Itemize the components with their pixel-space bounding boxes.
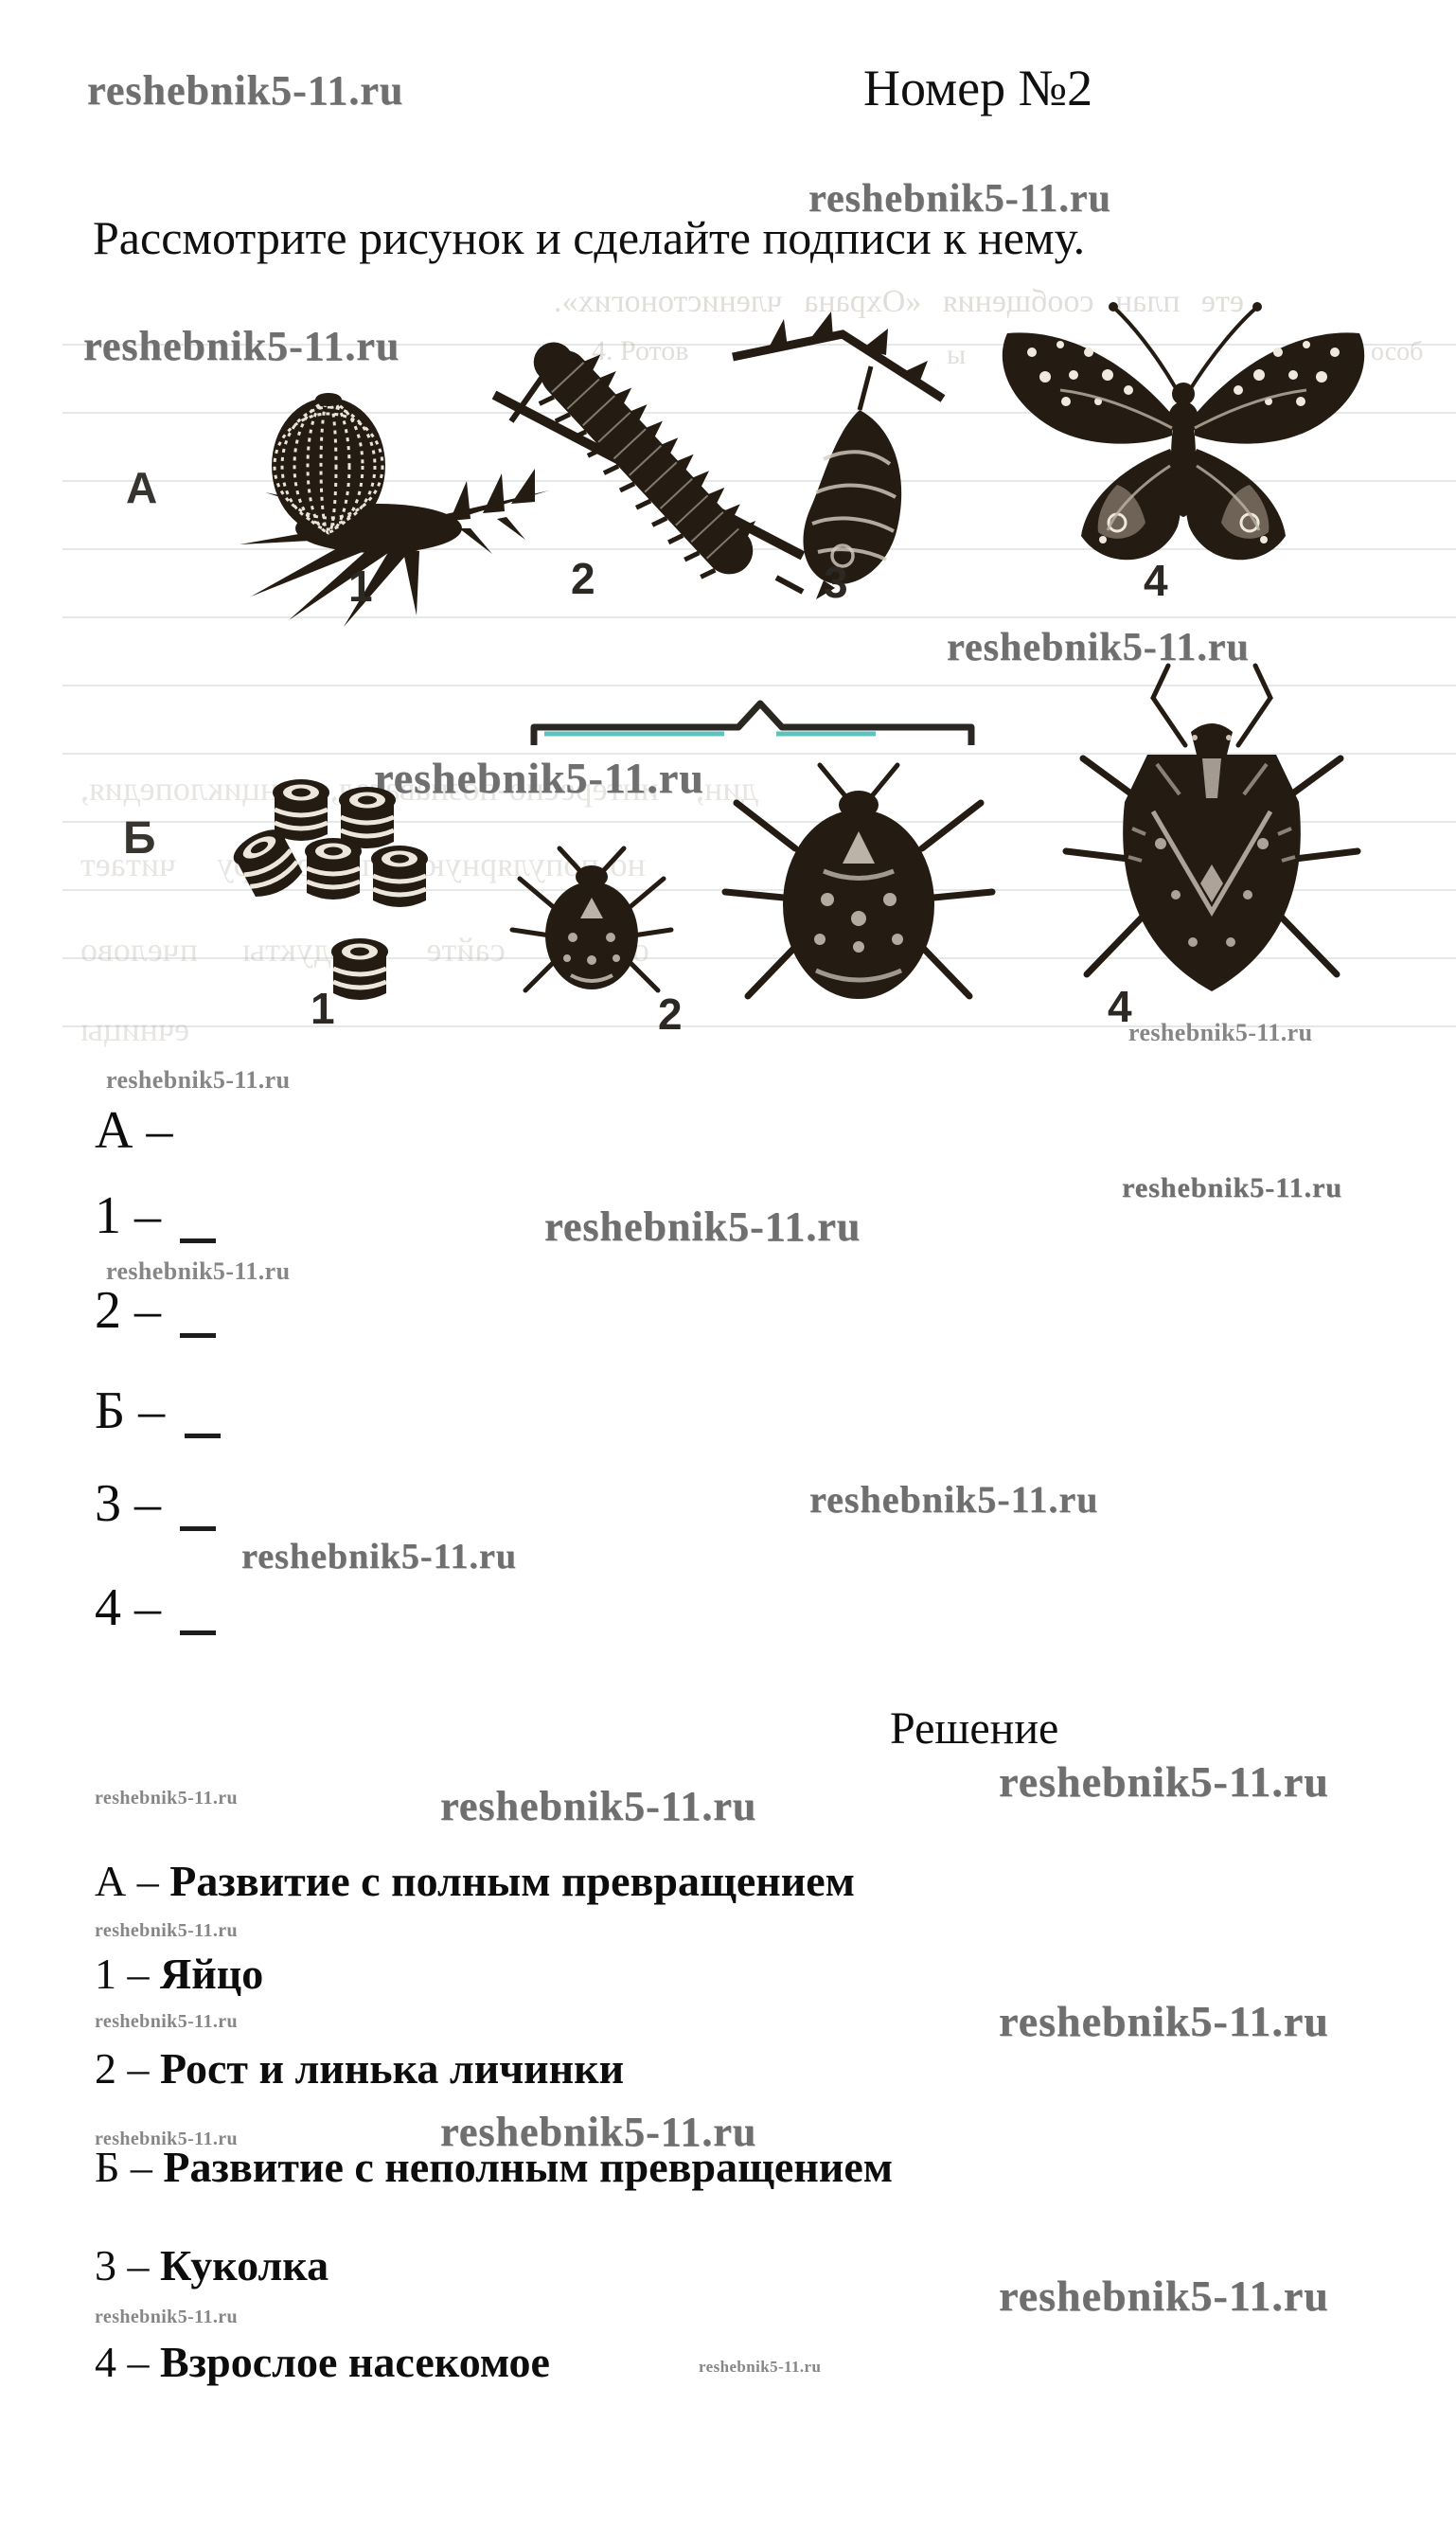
- watermark-text: reshebnik5-11.ru: [440, 2109, 757, 2155]
- bleedthrough-text: ечницы: [80, 1010, 190, 1048]
- blank-row-a: А –: [95, 1101, 173, 1160]
- egg-on-leaf-icon: [240, 393, 549, 627]
- egg-cluster-icon: [233, 779, 428, 1000]
- solution-line-2: 2 – Рост и линька личинки: [95, 2043, 624, 2093]
- solution-answer: Развитие с полным превращением: [169, 1857, 855, 1905]
- watermark-text: reshebnik5-11.ru: [95, 2129, 239, 2149]
- solution-label: Б –: [95, 2143, 164, 2191]
- blank-row-1: 1 –: [95, 1186, 161, 1245]
- solution-label: 2 –: [95, 2044, 160, 2093]
- blank-underscore: [180, 1630, 216, 1635]
- watermark-text: reshebnik5-11.ru: [95, 1920, 239, 1941]
- nymph-large-icon: [721, 762, 996, 1000]
- solution-answer: Куколка: [160, 2241, 329, 2289]
- blank-row-2: 2 –: [95, 1281, 161, 1340]
- page-title: Номер №2: [863, 60, 1093, 116]
- watermark-text: reshebnik5-11.ru: [699, 2358, 822, 2376]
- blank-row-b: Б –: [95, 1381, 166, 1440]
- stage-number: 4: [1144, 556, 1168, 605]
- stage-number: 3: [824, 558, 848, 607]
- solution-label: 4 –: [95, 2338, 160, 2386]
- watermark-text: reshebnik5-11.ru: [999, 1997, 1329, 2045]
- solution-line-1: 1 – Яйцо: [95, 1949, 263, 1999]
- watermark-text: reshebnik5-11.ru: [241, 1537, 517, 1577]
- butterfly-icon: [1002, 302, 1365, 561]
- solution-answer: Взрослое насекомое: [160, 2338, 550, 2386]
- blank-underscore: [180, 1238, 216, 1243]
- watermark-text: reshebnik5-11.ru: [83, 323, 400, 369]
- solution-label: 3 –: [95, 2241, 160, 2289]
- watermark-text: reshebnik5-11.ru: [106, 1257, 291, 1285]
- instruction-text: Рассмотрите рисунок и сделайте подписи к…: [93, 211, 1086, 264]
- solution-answer: Яйцо: [160, 1950, 264, 1998]
- pupa-icon: [732, 312, 946, 599]
- figure-row-a-label: А: [126, 463, 158, 512]
- bleedthrough-text: особ: [1371, 337, 1424, 366]
- watermark-text: reshebnik5-11.ru: [544, 1203, 861, 1250]
- watermark-text: reshebnik5-11.ru: [374, 754, 704, 802]
- blank-row-4: 4 –: [95, 1578, 161, 1637]
- watermark-text: reshebnik5-11.ru: [947, 626, 1250, 669]
- figure-row-b-label: Б: [123, 813, 156, 864]
- stage-number: 1: [348, 561, 373, 611]
- solution-line-a: А – Развитие с полным превращением: [95, 1856, 855, 1906]
- watermark-text: reshebnik5-11.ru: [95, 1788, 239, 1808]
- blank-underscore: [180, 1333, 216, 1338]
- watermark-text: reshebnik5-11.ru: [106, 1066, 291, 1094]
- grouping-bracket: [530, 700, 975, 745]
- watermark-text: reshebnik5-11.ru: [1122, 1172, 1342, 1203]
- watermark-text: reshebnik5-11.ru: [1128, 1019, 1313, 1046]
- watermark-text: reshebnik5-11.ru: [999, 2272, 1329, 2320]
- solution-label: А –: [95, 1857, 170, 1905]
- watermark-text: reshebnik5-11.ru: [95, 2011, 239, 2032]
- solution-heading: Решение: [890, 1703, 1059, 1754]
- stage-number: 2: [571, 554, 595, 603]
- watermark-text: reshebnik5-11.ru: [809, 1478, 1099, 1521]
- stage-number: 4: [1108, 982, 1132, 1031]
- stage-number: 2: [658, 989, 683, 1039]
- caterpillar-icon: [492, 342, 805, 595]
- blank-row-3: 3 –: [95, 1474, 161, 1533]
- watermark-text: reshebnik5-11.ru: [87, 67, 404, 114]
- solution-label: 1 –: [95, 1950, 160, 1998]
- blank-underscore: [180, 1526, 216, 1531]
- solution-answer: Рост и линька личинки: [160, 2044, 625, 2093]
- solution-line-3: 3 – Куколка: [95, 2240, 328, 2290]
- stage-number: 1: [311, 984, 335, 1033]
- solution-answer: Развитие с неполным превращением: [163, 2143, 894, 2191]
- blank-underscore: [185, 1434, 221, 1438]
- bleedthrough-text: ы: [947, 339, 967, 370]
- nymph-small-icon: [509, 846, 674, 993]
- bleedthrough-text: 4. Ротов: [592, 335, 689, 366]
- solution-line-b: Б – Развитие с неполным превращением: [95, 2142, 893, 2192]
- watermark-text: reshebnik5-11.ru: [999, 1757, 1329, 1806]
- watermark-text: reshebnik5-11.ru: [440, 1783, 757, 1829]
- watermark-text: reshebnik5-11.ru: [95, 2307, 239, 2327]
- solution-line-4: 4 – Взрослое насекомое: [95, 2337, 550, 2387]
- adult-bug-icon: [1062, 663, 1361, 991]
- watermark-text: reshebnik5-11.ru: [808, 177, 1111, 221]
